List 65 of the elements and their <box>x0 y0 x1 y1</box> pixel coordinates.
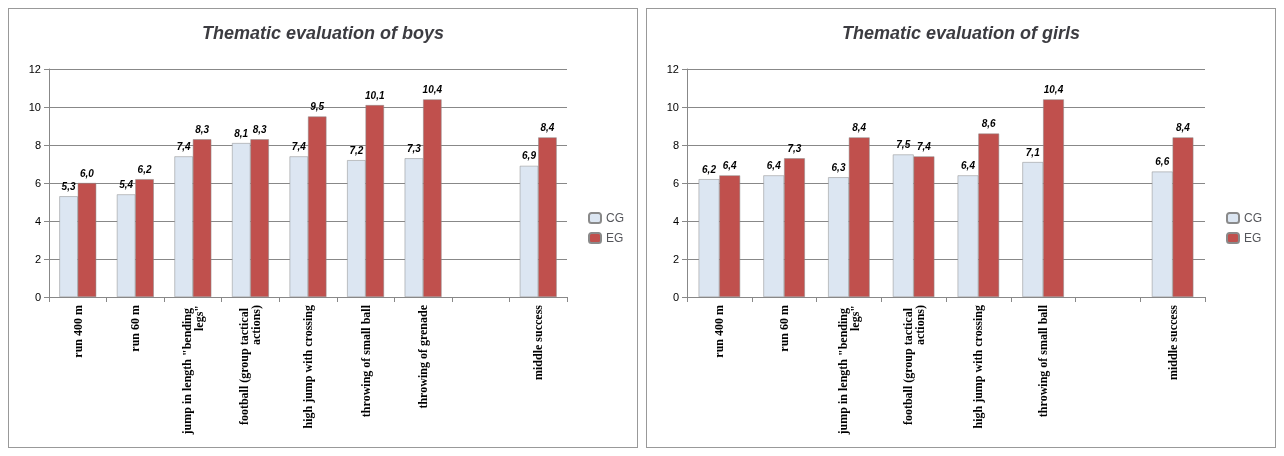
data-label: 6,4 <box>766 159 782 171</box>
legend-label: EG <box>1244 231 1262 245</box>
data-label: 10,1 <box>365 89 385 101</box>
chart-title: Thematic evaluation of girls <box>841 23 1081 43</box>
x-tick-label: run 60 m <box>128 305 143 352</box>
y-tick-label: 10 <box>666 101 679 113</box>
data-label: 8,3 <box>195 123 210 135</box>
y-tick-label: 8 <box>672 139 679 151</box>
y-tick-label: 6 <box>672 177 679 189</box>
data-label: 10,4 <box>1043 83 1064 95</box>
y-tick-label: 4 <box>34 215 41 227</box>
data-label: 7,1 <box>1025 146 1041 158</box>
data-label: 7,3 <box>406 142 422 154</box>
data-label: 8,4 <box>540 121 555 133</box>
y-tick-label: 12 <box>28 63 41 75</box>
chart-title: Thematic evaluation of boys <box>201 23 445 43</box>
legend-label: CG <box>606 211 624 225</box>
data-label: 7,5 <box>896 139 911 150</box>
x-tick-label: middle success <box>1165 304 1180 380</box>
legend-label: EG <box>606 231 624 245</box>
x-tick-label: jump in length "bending legs" <box>835 305 862 436</box>
y-tick-label: 6 <box>34 177 41 189</box>
y-tick-label: 2 <box>34 253 41 265</box>
data-label: 7,4 <box>917 140 932 152</box>
data-label: 8,3 <box>252 123 268 135</box>
data-label: 5,4 <box>119 178 134 190</box>
data-label: 8,1 <box>234 127 249 139</box>
y-tick-label: 0 <box>672 291 679 303</box>
legend-label: CG <box>1244 211 1262 225</box>
data-label: 8,4 <box>1176 121 1191 133</box>
y-tick-label: 0 <box>34 291 41 303</box>
data-label: 8,4 <box>852 121 867 133</box>
x-tick-label: run 400 m <box>712 305 727 358</box>
y-tick-label: 8 <box>34 139 41 151</box>
x-tick-label: run 400 m <box>70 305 85 358</box>
data-label: 7,4 <box>291 140 307 152</box>
data-label: 6,2 <box>702 163 717 175</box>
data-label: 7,4 <box>176 140 192 152</box>
data-label: 6,2 <box>137 163 152 175</box>
x-tick-label: run 60 m <box>777 305 792 352</box>
data-label: 6,9 <box>522 150 537 162</box>
data-label: 6,4 <box>961 159 976 171</box>
x-tick-label: football (group tactical actions) <box>237 305 264 426</box>
data-label: 5,3 <box>61 180 76 192</box>
y-tick-label: 10 <box>28 101 41 113</box>
data-label: 6,3 <box>831 161 846 173</box>
x-tick-label: high jump with crossing <box>971 305 986 429</box>
x-tick-label: football (group tactical actions) <box>900 305 927 426</box>
data-label: 7,2 <box>349 144 364 156</box>
y-tick-label: 12 <box>666 63 679 75</box>
x-tick-label: throwing of small ball <box>358 304 373 418</box>
data-label: 8,6 <box>981 118 997 130</box>
x-tick-label: throwing of small ball <box>1036 304 1051 418</box>
x-tick-label: high jump with crossing <box>301 305 315 429</box>
x-tick-label: middle success <box>531 304 546 380</box>
y-tick-label: 4 <box>672 215 679 227</box>
data-label: 7,3 <box>787 142 802 154</box>
data-label: 6,0 <box>80 167 95 179</box>
y-tick-label: 2 <box>672 253 679 265</box>
x-tick-label: throwing of grenade <box>416 304 431 409</box>
data-label: 6,6 <box>1155 156 1170 168</box>
data-label: 10,4 <box>422 83 443 95</box>
x-tick-label: jump in length "bending legs" <box>179 305 206 436</box>
data-label: 6,4 <box>722 159 738 171</box>
data-label: 9,5 <box>310 101 325 112</box>
